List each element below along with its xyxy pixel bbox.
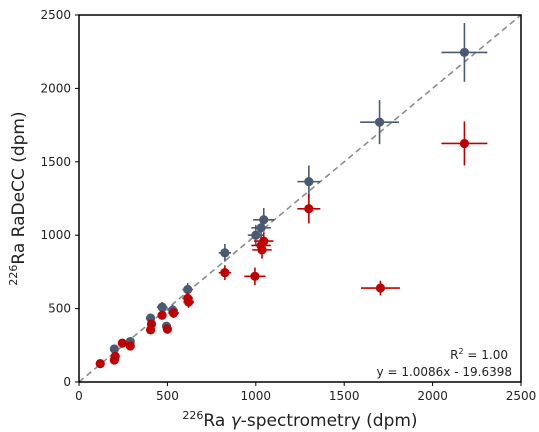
data-point <box>157 303 166 312</box>
series-1 <box>110 23 488 353</box>
x-tick-label: 2000 <box>417 389 448 403</box>
y-tick-label: 2500 <box>40 8 71 22</box>
data-point <box>184 297 193 306</box>
y-tick-label: 1000 <box>40 228 71 242</box>
data-point <box>375 118 384 127</box>
data-point <box>118 338 127 347</box>
data-point <box>147 319 156 328</box>
x-axis-title-sup: 226 <box>182 409 203 422</box>
data-point <box>111 352 120 361</box>
data-point <box>259 236 268 245</box>
axis-ticks: 0 500 1000 1500 2000 2500 0 500 1000 1500 2000 2500 <box>40 8 536 403</box>
data-point <box>163 325 172 334</box>
data-point <box>460 48 469 57</box>
y-axis-title-main: Ra RaDeCC (dpm) <box>9 111 29 264</box>
regression-equation: y = 1.0086x - 19.6398 <box>377 365 512 379</box>
y-tick-label: 500 <box>48 302 71 316</box>
y-tick-label: 1500 <box>40 155 71 169</box>
data-point <box>220 268 229 277</box>
x-tick-label: 1000 <box>241 389 272 403</box>
x-axis-title: 226Ra γ-spectrometry (dpm) <box>182 409 417 431</box>
y-axis-title: 226Ra RaDeCC (dpm) <box>7 111 29 285</box>
data-point <box>259 215 268 224</box>
data-point <box>250 272 259 281</box>
series-2 <box>96 121 488 368</box>
x-tick-label: 500 <box>156 389 179 403</box>
plot-area <box>79 15 521 382</box>
y-tick-label: 2000 <box>40 81 71 95</box>
data-point <box>96 359 105 368</box>
data-point <box>376 283 385 292</box>
data-point <box>251 231 260 240</box>
data-point <box>304 177 313 186</box>
y-axis-title-sup: 226 <box>7 265 20 286</box>
x-tick-label: 2500 <box>506 389 537 403</box>
r-squared-annotation: R2 = 1.00 <box>450 347 508 362</box>
x-axis-title-main: Ra <box>203 411 230 431</box>
data-point <box>304 204 313 213</box>
y-tick-label: 0 <box>63 375 71 389</box>
r2-prefix: R <box>450 348 458 362</box>
one-to-one-reference-line <box>79 15 521 382</box>
data-point <box>220 248 229 257</box>
x-tick-label: 0 <box>75 389 83 403</box>
r2-value: = 1.00 <box>464 348 508 362</box>
x-axis-title-rest: -spectrometry (dpm) <box>241 411 418 431</box>
data-point <box>169 308 178 317</box>
chart-marks <box>79 15 521 382</box>
data-point <box>126 341 135 350</box>
data-point <box>460 139 469 148</box>
x-tick-label: 1500 <box>329 389 360 403</box>
data-point <box>157 311 166 320</box>
data-point <box>257 245 266 254</box>
